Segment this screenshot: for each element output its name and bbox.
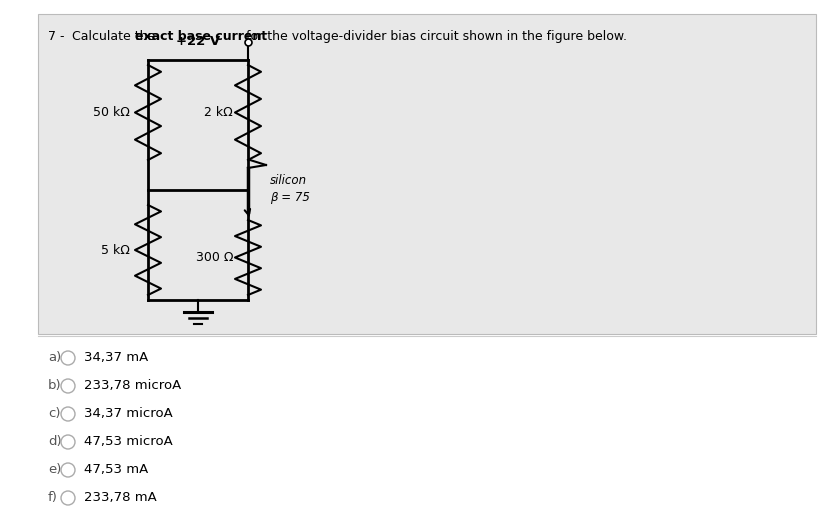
Text: Calculate the: Calculate the bbox=[72, 30, 159, 43]
Text: e): e) bbox=[48, 464, 61, 477]
Text: a): a) bbox=[48, 351, 61, 364]
Text: for the voltage-divider bias circuit shown in the figure below.: for the voltage-divider bias circuit sho… bbox=[242, 30, 627, 43]
Text: 233,78 mA: 233,78 mA bbox=[84, 492, 156, 504]
Text: 233,78 microA: 233,78 microA bbox=[84, 379, 181, 393]
Text: 7 -: 7 - bbox=[48, 30, 65, 43]
Text: d): d) bbox=[48, 435, 61, 448]
Text: silicon: silicon bbox=[270, 173, 307, 186]
Text: 47,53 microA: 47,53 microA bbox=[84, 435, 173, 448]
Text: 47,53 mA: 47,53 mA bbox=[84, 464, 148, 477]
Text: +22 V: +22 V bbox=[176, 35, 220, 48]
Text: 50 kΩ: 50 kΩ bbox=[93, 106, 130, 119]
FancyBboxPatch shape bbox=[38, 14, 816, 334]
Text: b): b) bbox=[48, 379, 61, 393]
Text: c): c) bbox=[48, 408, 61, 421]
Text: 300 Ω: 300 Ω bbox=[196, 251, 233, 264]
Text: exact base current: exact base current bbox=[135, 30, 267, 43]
Text: f): f) bbox=[48, 492, 58, 504]
Text: β = 75: β = 75 bbox=[270, 192, 310, 205]
Text: 2 kΩ: 2 kΩ bbox=[204, 106, 233, 119]
Text: 34,37 microA: 34,37 microA bbox=[84, 408, 173, 421]
Text: 34,37 mA: 34,37 mA bbox=[84, 351, 148, 364]
Text: 5 kΩ: 5 kΩ bbox=[101, 243, 130, 256]
